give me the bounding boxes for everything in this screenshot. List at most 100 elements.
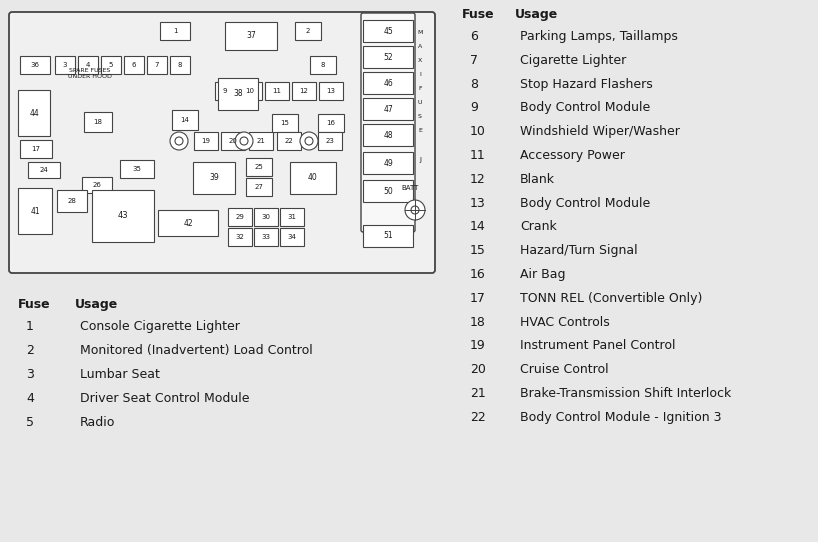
Text: Fuse: Fuse — [18, 298, 51, 311]
Text: 36: 36 — [30, 62, 39, 68]
Bar — [265, 82, 289, 100]
Bar — [295, 22, 321, 40]
Text: 48: 48 — [383, 131, 393, 139]
Text: 14: 14 — [470, 221, 486, 234]
Bar — [82, 177, 112, 193]
Text: 7: 7 — [155, 62, 160, 68]
Text: 33: 33 — [262, 234, 271, 240]
Text: 16: 16 — [326, 120, 335, 126]
Text: 6: 6 — [132, 62, 137, 68]
Text: 21: 21 — [257, 138, 265, 144]
Circle shape — [175, 137, 183, 145]
Bar — [363, 72, 413, 94]
Text: 27: 27 — [254, 184, 263, 190]
Bar — [318, 132, 342, 150]
Text: U: U — [418, 100, 422, 105]
Bar — [238, 82, 262, 100]
Bar — [18, 188, 52, 234]
Text: J: J — [419, 157, 421, 163]
Text: 19: 19 — [201, 138, 210, 144]
Text: 9: 9 — [470, 101, 478, 114]
Text: 17: 17 — [32, 146, 41, 152]
Text: 3: 3 — [26, 368, 34, 381]
Text: S: S — [418, 114, 422, 119]
Text: Usage: Usage — [515, 8, 558, 21]
Text: 10: 10 — [470, 125, 486, 138]
Text: Usage: Usage — [75, 298, 119, 311]
Text: Driver Seat Control Module: Driver Seat Control Module — [80, 392, 249, 405]
Text: 37: 37 — [246, 31, 256, 41]
Bar — [57, 190, 87, 212]
Text: Cigarette Lighter: Cigarette Lighter — [520, 54, 627, 67]
Text: HVAC Controls: HVAC Controls — [520, 315, 609, 328]
Text: 32: 32 — [236, 234, 245, 240]
Text: 12: 12 — [470, 173, 486, 186]
Bar — [319, 82, 343, 100]
Text: 2: 2 — [306, 28, 310, 34]
Bar — [272, 114, 298, 132]
Text: 4: 4 — [86, 62, 90, 68]
Text: 1: 1 — [173, 28, 178, 34]
Text: BATT: BATT — [402, 185, 419, 191]
Bar — [363, 20, 413, 42]
Bar — [92, 190, 154, 242]
Bar — [254, 208, 278, 226]
Text: 51: 51 — [383, 231, 393, 241]
Text: 1: 1 — [26, 320, 34, 333]
Text: 17: 17 — [470, 292, 486, 305]
Text: 42: 42 — [183, 218, 193, 228]
Text: Monitored (Inadvertent) Load Control: Monitored (Inadvertent) Load Control — [80, 344, 312, 357]
Circle shape — [300, 132, 318, 150]
Bar — [225, 22, 277, 50]
Text: 49: 49 — [383, 158, 393, 167]
Text: 20: 20 — [228, 138, 237, 144]
Bar — [18, 90, 50, 136]
Text: 13: 13 — [470, 197, 486, 210]
Text: 23: 23 — [326, 138, 335, 144]
Text: 21: 21 — [470, 387, 486, 400]
Circle shape — [240, 137, 248, 145]
Bar — [277, 132, 301, 150]
Bar — [55, 56, 75, 74]
Text: 52: 52 — [383, 53, 393, 61]
Text: 8: 8 — [321, 62, 326, 68]
Text: 5: 5 — [26, 416, 34, 429]
Text: 29: 29 — [236, 214, 245, 220]
Text: 10: 10 — [245, 88, 254, 94]
Bar — [280, 228, 304, 246]
Text: 22: 22 — [285, 138, 294, 144]
Text: E: E — [418, 128, 422, 133]
Text: 41: 41 — [30, 207, 40, 216]
Text: 4: 4 — [26, 392, 34, 405]
Text: 13: 13 — [326, 88, 335, 94]
Bar — [193, 162, 235, 194]
Text: 3: 3 — [63, 62, 67, 68]
Bar — [218, 78, 258, 110]
Bar — [318, 114, 344, 132]
Text: Lumbar Seat: Lumbar Seat — [80, 368, 160, 381]
Bar — [101, 56, 121, 74]
Bar — [215, 82, 235, 100]
Text: 11: 11 — [470, 149, 486, 162]
Text: Crank: Crank — [520, 221, 557, 234]
Bar — [20, 140, 52, 158]
Text: Body Control Module - Ignition 3: Body Control Module - Ignition 3 — [520, 411, 721, 424]
Bar — [172, 110, 198, 130]
Circle shape — [235, 132, 253, 150]
Text: 8: 8 — [470, 78, 478, 91]
Text: F: F — [418, 86, 422, 91]
Text: SPARE FUSES
UNDER HOOD: SPARE FUSES UNDER HOOD — [68, 68, 112, 79]
Bar — [158, 210, 218, 236]
Text: 8: 8 — [178, 62, 182, 68]
Text: A: A — [418, 44, 422, 49]
Bar — [246, 158, 272, 176]
Circle shape — [305, 137, 313, 145]
Bar — [228, 228, 252, 246]
Bar — [28, 162, 60, 178]
Circle shape — [411, 206, 419, 214]
Bar — [160, 22, 190, 40]
Text: Windshield Wiper/Washer: Windshield Wiper/Washer — [520, 125, 680, 138]
Text: 28: 28 — [68, 198, 76, 204]
Bar — [292, 82, 316, 100]
Text: 43: 43 — [118, 211, 128, 221]
